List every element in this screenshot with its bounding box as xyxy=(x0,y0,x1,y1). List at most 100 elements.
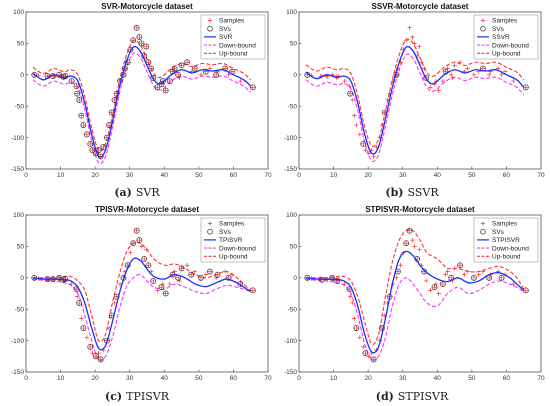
sample-point xyxy=(352,113,357,118)
sample-point xyxy=(215,272,220,277)
sv-point xyxy=(362,350,369,357)
x-tick-label: 60 xyxy=(230,172,238,179)
panel-ssvr: 0 10 20 30 40 50 60 70 -150 -100 -50 0 50 100 SSVR-Mot… xyxy=(284,2,545,179)
sample-point xyxy=(88,141,93,147)
x-tick-label: 20 xyxy=(365,172,373,179)
fit-line xyxy=(305,45,525,155)
sv-point xyxy=(198,274,204,281)
y-tick-label: -150 xyxy=(284,166,297,173)
sample-point xyxy=(357,335,363,340)
sample-point xyxy=(363,350,368,356)
sample-point xyxy=(347,286,352,292)
y-tick-label: 0 xyxy=(293,72,297,79)
x-tick-label: 30 xyxy=(399,172,407,179)
sample-point xyxy=(394,275,399,280)
sample-point xyxy=(74,286,79,292)
sample-point xyxy=(213,72,219,77)
plot-area xyxy=(304,227,529,363)
sample-point xyxy=(148,66,154,71)
sv-point xyxy=(73,83,80,90)
sample-point xyxy=(486,275,492,280)
legend-label: SVR xyxy=(219,34,233,41)
sv-point xyxy=(83,131,90,138)
sample-point xyxy=(428,288,433,293)
sv-point xyxy=(78,112,85,119)
sample-point xyxy=(198,275,204,280)
x-tick-label: 10 xyxy=(57,172,65,179)
sample-point xyxy=(134,25,139,30)
sv-point xyxy=(97,356,104,363)
y-tick-label: 100 xyxy=(13,212,24,219)
legend-label: Samples xyxy=(219,221,245,228)
sample-point xyxy=(222,269,228,274)
x-tick-label: 0 xyxy=(24,172,28,179)
legend-samples-marker xyxy=(480,18,486,23)
sv-point xyxy=(74,90,81,97)
sv-point xyxy=(347,90,354,97)
sample-point xyxy=(499,72,504,77)
x-tick-label: 0 xyxy=(297,172,301,179)
sample-point xyxy=(371,154,376,159)
sample-point xyxy=(486,72,492,77)
sv-point xyxy=(76,300,83,306)
sv-point xyxy=(89,147,96,154)
sample-point xyxy=(480,66,486,71)
sample-point xyxy=(357,132,363,137)
x-tick-label: 40 xyxy=(434,172,442,179)
sample-point xyxy=(207,269,213,274)
sv-point xyxy=(329,274,336,281)
x-tick-label: 50 xyxy=(468,172,476,179)
caption-b-tag: (b) xyxy=(385,186,403,199)
x-tick-label: 60 xyxy=(503,375,511,382)
sample-point xyxy=(352,316,357,321)
legend-svs-marker xyxy=(480,26,486,32)
x-tick-label: 10 xyxy=(330,172,338,179)
sv-point xyxy=(178,265,185,272)
sample-point xyxy=(179,266,184,271)
sample-point xyxy=(465,269,470,274)
sample-point xyxy=(106,122,112,128)
y-tick-label: -150 xyxy=(11,166,24,173)
y-tick-label: 0 xyxy=(20,275,24,282)
sample-point xyxy=(407,228,412,233)
sample-point xyxy=(96,147,101,153)
x-tick-label: 30 xyxy=(126,172,134,179)
sv-point xyxy=(207,268,213,275)
chart-title: SSVR-Motorcycle dataset xyxy=(372,2,469,11)
sample-point xyxy=(462,272,467,277)
sample-point xyxy=(436,291,441,296)
sample-point xyxy=(417,247,422,252)
x-tick-label: 20 xyxy=(92,172,100,179)
sv-point xyxy=(113,90,120,97)
sample-point xyxy=(424,278,429,284)
sample-point xyxy=(371,357,376,362)
sv-point xyxy=(249,287,256,294)
x-tick-label: 40 xyxy=(161,375,169,382)
sample-point xyxy=(96,350,101,356)
sv-point xyxy=(249,84,256,91)
sv-point xyxy=(150,278,157,284)
sample-point xyxy=(84,132,90,137)
sv-point xyxy=(184,59,191,66)
panel-stpisvr: 0 10 20 30 40 50 60 70 -150 -100 -50 0 50 100 STPISVR-… xyxy=(284,205,545,382)
sample-point xyxy=(128,250,133,255)
sample-point xyxy=(146,263,151,268)
legend-label: SSVR xyxy=(492,34,510,41)
sample-point xyxy=(398,263,403,268)
caption-c-tag: (c) xyxy=(105,390,122,403)
y-tick-label: -150 xyxy=(284,369,297,376)
y-tick-label: 100 xyxy=(286,212,297,219)
sv-point xyxy=(225,274,232,281)
sample-point xyxy=(69,78,74,84)
y-tick-label: 0 xyxy=(20,72,24,79)
caption-b: (b) SSVR xyxy=(385,186,439,199)
sample-point xyxy=(167,78,173,84)
sample-point xyxy=(476,272,481,277)
y-tick-label: 50 xyxy=(290,41,298,48)
sample-point xyxy=(250,288,255,293)
down-bound-line xyxy=(32,52,252,165)
sv-point xyxy=(76,97,83,103)
sv-point xyxy=(160,78,166,84)
sv-point xyxy=(178,62,185,69)
